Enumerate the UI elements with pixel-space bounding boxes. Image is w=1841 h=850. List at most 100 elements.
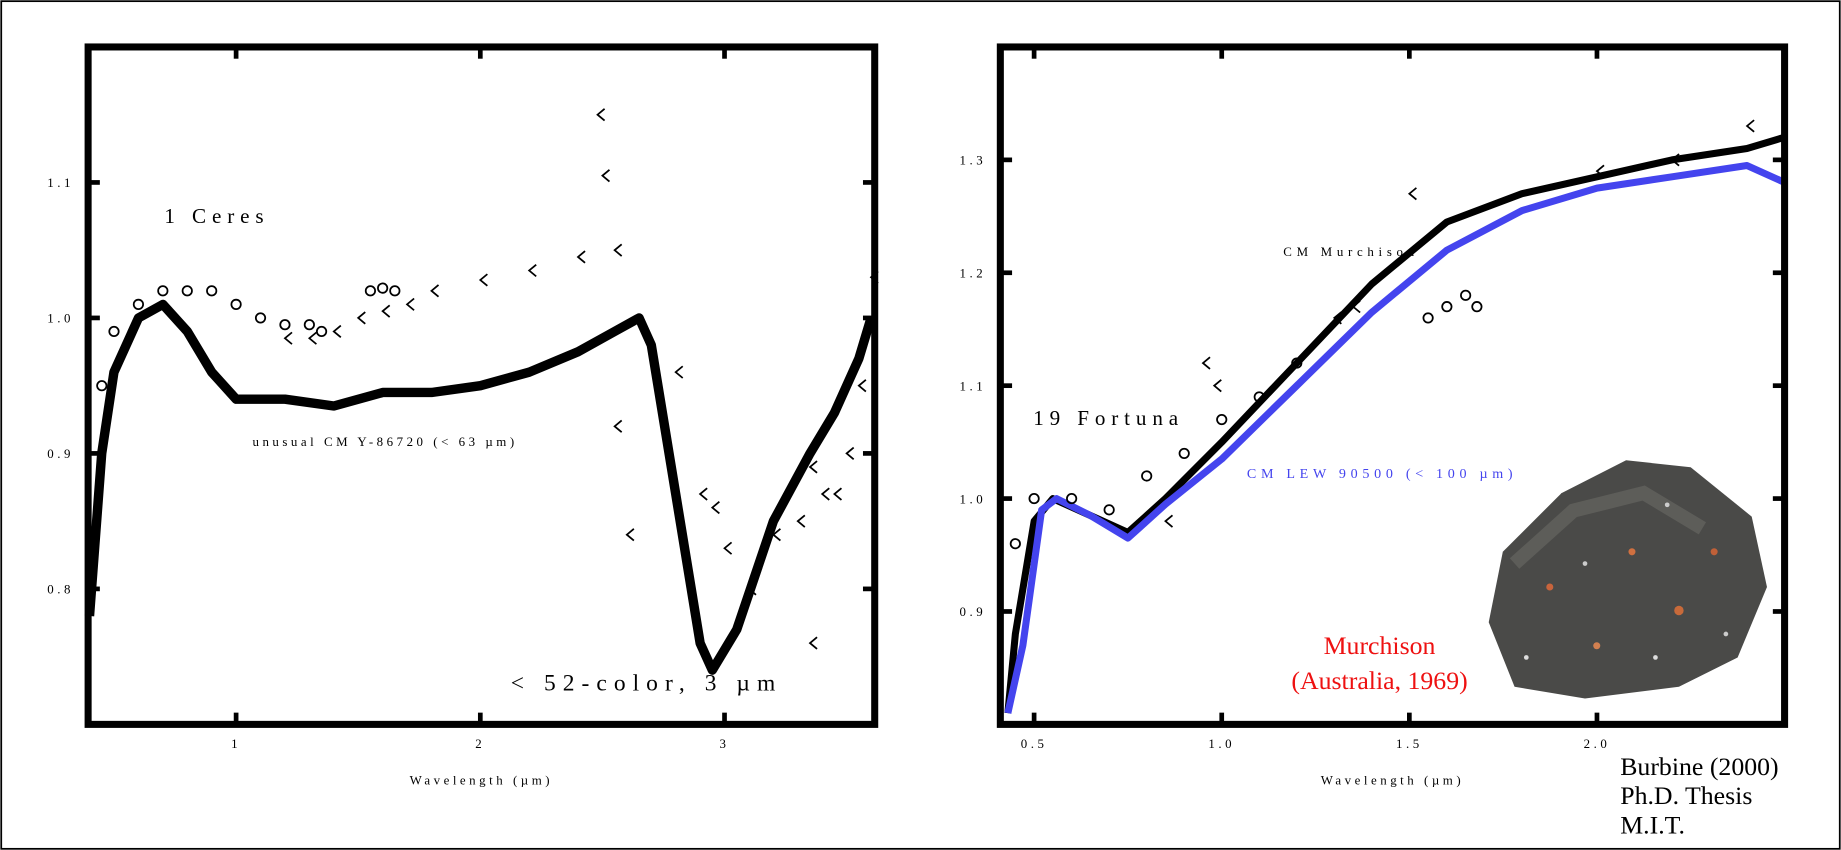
series-label: CM LEW 90500 (< 100 µm): [1247, 466, 1517, 482]
data-point: [576, 250, 586, 264]
data-point: [157, 285, 169, 297]
data-point: [1216, 413, 1228, 426]
data-point: [1745, 119, 1755, 133]
data-point: [381, 304, 391, 318]
data-point: [303, 319, 315, 331]
data-point: [1441, 301, 1453, 313]
data-point: [96, 380, 108, 392]
series-label: 19 Fortuna: [1033, 406, 1184, 430]
data-point: [356, 311, 366, 325]
data-point: [1471, 301, 1483, 313]
data-point: [332, 324, 342, 339]
data-point: [315, 325, 328, 338]
data-point: [857, 379, 867, 393]
x-axis-title: Wavelength (µm): [1321, 772, 1464, 787]
data-point: [1212, 379, 1222, 393]
data-point: [1028, 492, 1040, 505]
data-point: [254, 312, 267, 324]
plot-frame: [84, 43, 879, 728]
data-point: [1009, 538, 1021, 550]
data-point: [771, 528, 781, 542]
data-point: [808, 460, 818, 474]
data-point: [723, 541, 733, 555]
series-label: CM Murchison: [1283, 244, 1419, 259]
data-point: [405, 297, 415, 311]
data-point: [527, 263, 537, 278]
data-point: [1253, 391, 1265, 403]
data-point: [389, 285, 401, 297]
data-point: [206, 285, 218, 297]
data-point: [1066, 492, 1078, 505]
data-point: [283, 331, 293, 345]
data-point: [430, 284, 440, 298]
series-label: < 52-color, 3 µm: [511, 670, 783, 696]
series-line: [84, 299, 876, 675]
data-point: [1201, 356, 1211, 370]
data-point: [1351, 300, 1361, 314]
data-point: [796, 514, 806, 528]
series-line: [1004, 162, 1787, 714]
data-point: [698, 487, 708, 501]
data-point: [1103, 504, 1115, 516]
data-point: [613, 419, 623, 433]
data-point: [808, 636, 818, 650]
data-point: [1332, 311, 1342, 325]
x-tick-label: 0.5: [1021, 736, 1048, 751]
data-point: [596, 108, 606, 122]
data-point: [108, 325, 120, 338]
x-tick-label: 1: [231, 736, 241, 751]
data-point: [1595, 164, 1605, 178]
series-label: unusual CM Y-86720 (< 63 µm): [252, 434, 517, 449]
x-axis-title: Wavelength (µm): [410, 772, 553, 787]
data-point: [845, 446, 855, 460]
data-point: [230, 298, 242, 310]
y-tick-label: 0.8: [47, 582, 74, 597]
y-tick-label: 0.9: [47, 446, 74, 461]
data-point: [747, 582, 757, 596]
data-point: [1422, 312, 1434, 324]
y-tick-label: 1.1: [960, 378, 987, 393]
data-point: [613, 243, 623, 257]
y-tick-label: 1.0: [47, 311, 74, 326]
chart: 0.5 1.0 1.5 2.0 0.9 1.0 1.1 1.2 1.3 CM Murchison C…: [960, 43, 1789, 787]
credit-line: M.I.T.: [1620, 811, 1685, 840]
data-point: [132, 298, 144, 310]
annotation: (Australia, 1969): [1291, 666, 1467, 695]
data-point: [1670, 153, 1680, 167]
data-point: [1460, 289, 1472, 301]
data-point: [1407, 187, 1417, 201]
data-point: [1164, 514, 1174, 528]
data-point: [279, 319, 291, 331]
data-point: [1291, 357, 1303, 369]
x-tick-label: 2.0: [1584, 736, 1611, 751]
data-point: [710, 501, 720, 515]
data-point: [377, 282, 389, 294]
data-point: [820, 487, 830, 501]
data-point: [478, 273, 488, 287]
plot-frame: [996, 43, 1789, 728]
data-point: [181, 285, 193, 297]
data-point: [833, 487, 843, 501]
data-point: [1178, 447, 1190, 459]
data-point: [364, 285, 376, 297]
data-point: [625, 528, 635, 542]
credit-line: Burbine (2000): [1620, 752, 1778, 781]
data-point: [674, 365, 684, 379]
credit-line: Ph.D. Thesis: [1620, 781, 1752, 810]
x-tick-label: 1.0: [1208, 736, 1235, 751]
x-tick-label: 3: [720, 736, 730, 751]
series-label: 1 Ceres: [164, 204, 269, 228]
y-tick-label: 1.2: [960, 265, 987, 280]
data-point: [307, 331, 317, 345]
x-tick-label: 1.5: [1396, 736, 1423, 751]
data-point: [1141, 470, 1153, 482]
x-tick-label: 2: [475, 736, 485, 751]
y-tick-label: 1.0: [960, 491, 987, 506]
y-tick-label: 1.1: [47, 175, 74, 190]
annotation: Murchison: [1324, 631, 1436, 660]
meteorite-photo: [1488, 460, 1767, 699]
data-point: [601, 169, 611, 183]
y-tick-label: 0.9: [960, 604, 987, 619]
